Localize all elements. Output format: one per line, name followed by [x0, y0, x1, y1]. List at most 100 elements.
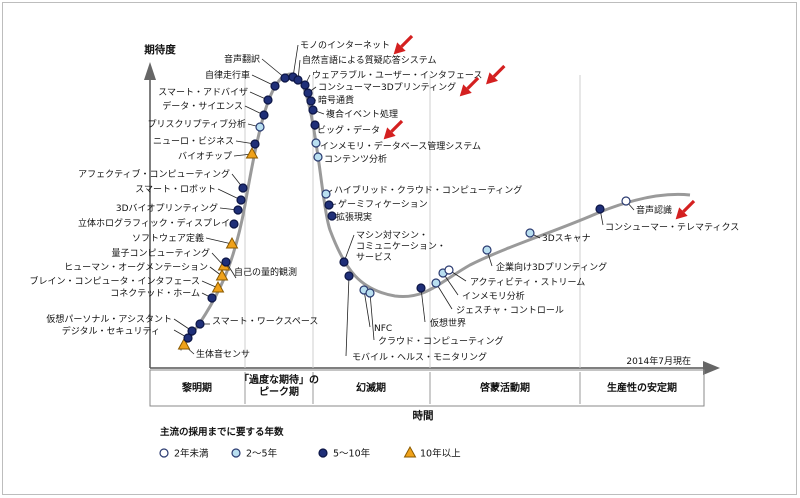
marker-circle: [595, 204, 605, 214]
point-label: コネクテッド・ホーム: [110, 288, 200, 299]
point-label: 拡張現実: [336, 211, 372, 223]
point-label: インメモリ・データベース管理システム: [320, 140, 481, 152]
legend-label: 10年以上: [420, 448, 461, 460]
legend-label: 2〜5年: [246, 448, 278, 460]
point-label: スマート・ロボット: [135, 184, 216, 195]
marker-circle: [300, 80, 310, 90]
marker-triangle: [245, 146, 259, 159]
marker-circle: [339, 257, 349, 267]
point-label: モバイル・ヘルス・モニタリング: [352, 351, 487, 363]
point-label: プリスクリプティブ分析: [148, 118, 246, 130]
point-label: データ・サイエンス: [162, 100, 243, 112]
highlight-arrow: [393, 34, 414, 55]
marker-circle: [303, 88, 313, 98]
highlight-arrows: [383, 34, 696, 220]
leader-line: [292, 44, 299, 78]
point-label: 量子コンピューティング: [112, 247, 210, 259]
leader-line: [435, 282, 453, 310]
leader-line: [343, 234, 355, 263]
marker-circle: [365, 288, 375, 298]
marker-circle: [310, 120, 320, 130]
phase-bar: [149, 369, 705, 407]
marker-circle: [280, 73, 290, 83]
marker-circle: [231, 448, 241, 458]
hype-curve: [178, 72, 691, 351]
leader-line: [261, 58, 286, 79]
marker-circle: [327, 211, 337, 221]
marker-circle: [525, 228, 535, 238]
marker-circle: [431, 278, 441, 288]
markers: [177, 72, 631, 350]
point-label: 自己の量的観測: [234, 266, 297, 278]
point-label: 音声翻訳: [224, 53, 260, 65]
phase-label: 「過度な期待」のピーク期: [239, 373, 319, 398]
point-label: ゲーミフィケーション: [338, 198, 428, 210]
marker-circle: [324, 200, 334, 210]
point-label: 立体ホログラフィック・ディスプレイ: [78, 217, 230, 229]
date-note: 2014年7月現在: [626, 355, 691, 367]
highlight-arrow: [459, 76, 480, 97]
marker-circle: [255, 122, 265, 132]
point-label: 自律走行車: [205, 69, 250, 81]
point-label: ヒューマン・オーグメンテーション: [64, 261, 208, 273]
point-label: ジェスチャ・コントロール: [456, 305, 564, 316]
marker-circle: [313, 152, 323, 162]
point-label: ビッグ・データ: [317, 124, 380, 136]
marker-circle: [259, 110, 269, 120]
phase-label: 黎明期: [182, 381, 212, 394]
point-label: コンテンツ分析: [324, 153, 387, 165]
marker-circle: [183, 333, 193, 343]
point-label: アフェクティブ・コンピューティング: [78, 168, 230, 180]
marker-circle: [621, 196, 631, 206]
marker-circle: [229, 219, 239, 229]
leader-line: [420, 287, 426, 323]
highlight-arrow: [675, 199, 696, 220]
phase-label: 生産性の安定期: [607, 381, 677, 394]
marker-circle: [207, 293, 217, 303]
point-label: スマート・アドバイザ: [158, 87, 248, 98]
leader-line: [205, 237, 233, 245]
leader-line: [369, 292, 375, 341]
point-label: コンシューマー3Dプリンティング: [318, 81, 456, 93]
marker-circle: [293, 75, 303, 85]
legend-label: 2年未満: [174, 448, 209, 460]
highlight-arrow: [485, 64, 506, 85]
y-axis-title: 期待度: [144, 43, 176, 56]
point-label: 仮想パーソナル・アシスタント: [46, 313, 172, 325]
legend: 主流の採用までに要する年数 2年未満 2〜5年 5〜10年 10年以上: [159, 426, 461, 460]
marker-circle: [306, 96, 316, 106]
point-label: モノのインターネット: [300, 40, 390, 51]
marker-circle: [311, 138, 321, 148]
point-label: マシン対マシン・コミュニケーション・サービス: [356, 229, 446, 263]
x-axis-title: 時間: [413, 409, 434, 422]
marker-circle: [195, 319, 205, 329]
point-label: 仮想世界: [430, 317, 466, 329]
marker-circle: [416, 283, 426, 293]
marker-triangle: [225, 236, 239, 249]
leader-line: [363, 289, 371, 328]
x-axis-arrow: [703, 361, 720, 375]
phase-label: 啓蒙活動期: [480, 381, 530, 394]
marker-circle: [444, 265, 454, 275]
marker-circle: [344, 271, 354, 281]
point-label: アクティビティ・ストリーム: [470, 277, 585, 288]
point-label: コンシューマー・テレマティクス: [605, 222, 739, 233]
marker-circle: [233, 205, 243, 215]
point-label: クラウド・コンピューティング: [378, 335, 503, 347]
y-axis-arrow: [144, 62, 156, 80]
marker-circle: [263, 95, 273, 105]
point-label: ニューロ・ビジネス: [153, 136, 234, 147]
point-label: ブレイン・コンピュータ・インタフェース: [29, 275, 200, 287]
legend-label: 5〜10年: [333, 448, 371, 460]
marker-circle: [250, 139, 260, 149]
marker-triangle: [211, 280, 225, 293]
point-label: ハイブリッド・クラウド・コンピューティング: [334, 184, 522, 196]
point-label: ソフトウェア定義: [132, 232, 204, 244]
point-label: バイオチップ: [178, 151, 232, 162]
point-label: NFC: [374, 324, 392, 334]
point-label: スマート・ワークスペース: [212, 316, 318, 327]
point-label: 複合イベント処理: [326, 108, 398, 120]
point-label: 企業向け3Dプリンティング: [496, 261, 607, 273]
